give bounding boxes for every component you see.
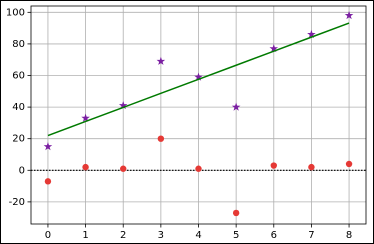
y-tick-label: 40 — [12, 102, 25, 113]
fit-line — [47, 22, 350, 137]
residual-point — [195, 165, 202, 172]
residual-point — [308, 163, 315, 171]
star-point — [43, 142, 53, 151]
star-point — [156, 56, 166, 65]
x-tick-label: 7 — [308, 230, 314, 241]
y-tick-label: 0 — [19, 165, 25, 176]
x-tick-label: 0 — [45, 230, 51, 241]
y-tick-label: 100 — [6, 7, 25, 18]
x-tick-label: 3 — [158, 230, 164, 241]
residual-point — [120, 165, 127, 172]
x-tick-label: 6 — [271, 230, 277, 241]
residual-point — [270, 162, 277, 169]
x-tick-label: 8 — [346, 230, 352, 241]
residual-point — [82, 163, 89, 171]
star-point — [118, 101, 128, 110]
residual-point — [44, 178, 52, 185]
y-tick-label: 80 — [12, 39, 25, 50]
residual-point — [345, 160, 353, 168]
y-tick-label: 60 — [12, 71, 25, 82]
x-tick-label: 5 — [233, 230, 239, 241]
x-tick-label: 2 — [120, 230, 126, 241]
y-tick-label: 20 — [12, 134, 25, 145]
y-tick-label: -20 — [9, 197, 25, 208]
star-point — [81, 113, 90, 122]
residual-point — [157, 135, 165, 142]
x-tick-label: 4 — [195, 230, 201, 241]
residual-point — [232, 209, 240, 217]
star-point — [269, 44, 279, 53]
star-point — [194, 72, 203, 81]
star-point — [307, 29, 316, 39]
plot-frame — [30, 5, 367, 225]
star-point — [231, 102, 241, 111]
x-tick-label: 1 — [82, 230, 88, 241]
star-point — [344, 10, 354, 20]
